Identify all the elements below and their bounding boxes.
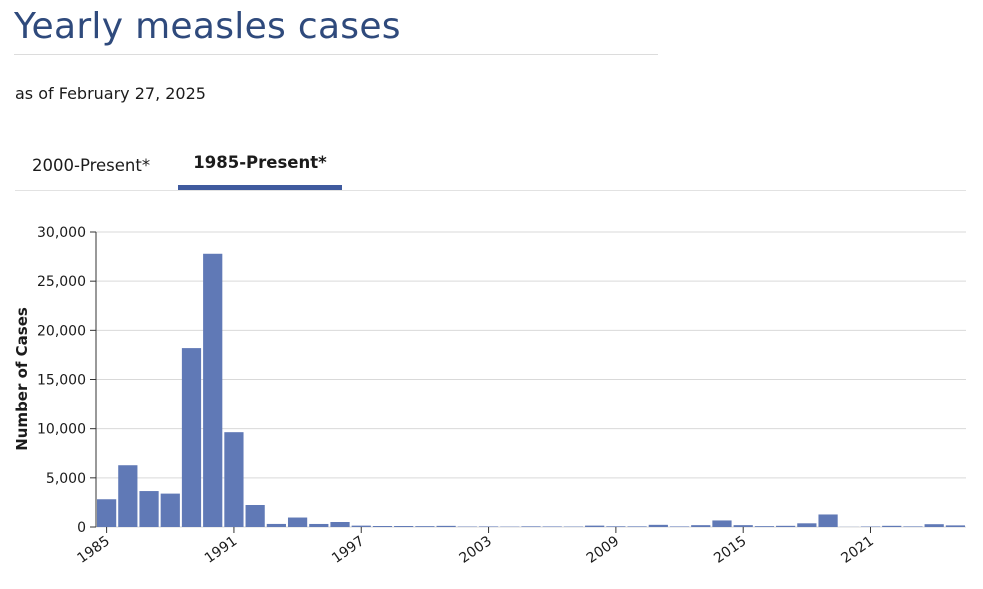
bar-1992[interactable] [245,505,265,527]
bar-1998[interactable] [372,526,393,527]
bar-1985[interactable] [97,499,117,527]
x-tick-label: 1985 [75,533,113,567]
bar-2000[interactable] [415,526,435,527]
bar-2013[interactable] [691,525,711,527]
bar-1996[interactable] [330,522,350,527]
bar-2009[interactable] [606,526,626,527]
tab-2000-present[interactable]: 2000-Present* [32,156,151,175]
bar-2012[interactable] [669,526,690,527]
bar-2010[interactable] [627,526,647,527]
bar-1986[interactable] [118,465,138,527]
bar-2001[interactable] [436,525,456,527]
y-tick-label: 20,000 [37,323,86,339]
page-title: Yearly measles cases [14,6,401,47]
bar-1999[interactable] [394,526,414,527]
bar-2022[interactable] [882,525,902,527]
x-tick-label: 2009 [584,533,622,567]
y-tick-label: 5,000 [46,471,86,487]
bar-2014[interactable] [712,520,732,527]
y-tick-label: 30,000 [37,225,86,241]
bars [97,253,965,527]
chart-tabs: 2000-Present* 1985-Present* [15,140,966,191]
bar-1988[interactable] [160,493,180,527]
tab-1985-present[interactable]: 1985-Present* [178,140,342,190]
bar-2006[interactable] [542,526,562,527]
y-tick-label: 10,000 [37,422,86,438]
bar-1993[interactable] [266,523,286,527]
bar-2016[interactable] [754,526,775,527]
y-tick-label: 0 [77,520,86,536]
bar-2017[interactable] [776,525,796,527]
bar-2025[interactable] [945,525,965,527]
bar-2023[interactable] [903,526,923,527]
bar-2008[interactable] [585,525,605,527]
bar-2024[interactable] [924,524,944,527]
y-tick-label: 25,000 [37,274,86,290]
bar-2018[interactable] [797,523,817,527]
bar-1994[interactable] [287,517,308,527]
x-tick-label: 2015 [711,533,749,567]
bar-2005[interactable] [521,526,541,527]
x-tick-label: 2003 [456,533,494,567]
tabs-divider [15,190,966,191]
bar-2015[interactable] [733,525,753,527]
bar-2003[interactable] [478,526,499,527]
bar-1995[interactable] [309,523,329,527]
x-tick-label: 2021 [838,533,876,567]
y-axis-label: Number of Cases [13,307,31,451]
bar-1989[interactable] [181,348,202,527]
bar-1990[interactable] [203,253,223,527]
y-tick-label: 15,000 [37,373,86,389]
bar-1997[interactable] [351,525,371,527]
bar-2019[interactable] [818,514,838,527]
x-tick-label: 1991 [202,533,240,567]
bar-1991[interactable] [224,432,244,527]
as-of-date: as of February 27, 2025 [15,84,206,103]
bar-1987[interactable] [139,491,159,527]
bar-2011[interactable] [648,524,668,527]
title-divider [14,54,658,55]
x-tick-label: 1997 [329,533,367,567]
axes: 0 5,000 10,000 15,000 20,000 25,000 30,000 1985… [37,225,877,567]
